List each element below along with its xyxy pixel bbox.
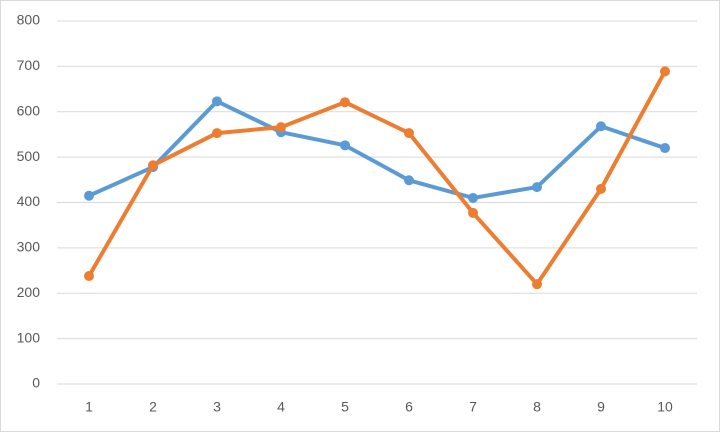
- data-point: [340, 140, 350, 151]
- y-tick-label: 700: [17, 57, 41, 73]
- data-point: [404, 175, 414, 186]
- data-point: [532, 279, 542, 290]
- x-tick-label: 2: [149, 399, 157, 415]
- x-tick-label: 10: [657, 399, 673, 415]
- y-tick-label: 400: [17, 193, 41, 209]
- x-tick-label: 8: [533, 399, 541, 415]
- data-point: [660, 66, 670, 77]
- y-tick-label: 200: [17, 284, 41, 300]
- data-point: [596, 121, 606, 132]
- x-tick-label: 7: [469, 399, 477, 415]
- x-tick-label: 3: [213, 399, 221, 415]
- y-tick-label: 300: [17, 239, 41, 255]
- y-tick-label: 800: [17, 12, 41, 28]
- data-point: [468, 207, 478, 218]
- y-tick-label: 100: [17, 329, 41, 345]
- y-tick-label: 600: [17, 102, 41, 118]
- data-point: [660, 143, 670, 154]
- y-tick-label: 0: [32, 375, 40, 391]
- data-point: [148, 160, 158, 171]
- x-tick-label: 5: [341, 399, 349, 415]
- data-point: [340, 97, 350, 108]
- data-point: [404, 128, 414, 139]
- x-tick-label: 6: [405, 399, 413, 415]
- y-tick-label: 500: [17, 148, 41, 164]
- data-point: [276, 122, 286, 133]
- x-tick-label: 4: [277, 399, 285, 415]
- x-tick-label: 1: [85, 399, 93, 415]
- series-line: [88, 99, 666, 200]
- data-point: [212, 128, 222, 139]
- data-point: [468, 192, 478, 203]
- data-point: [212, 96, 222, 107]
- data-point: [532, 182, 542, 193]
- data-point: [84, 190, 94, 201]
- series-line: [87, 70, 667, 287]
- x-tick-label: 9: [597, 399, 605, 415]
- data-point: [84, 271, 94, 282]
- data-point: [596, 183, 606, 194]
